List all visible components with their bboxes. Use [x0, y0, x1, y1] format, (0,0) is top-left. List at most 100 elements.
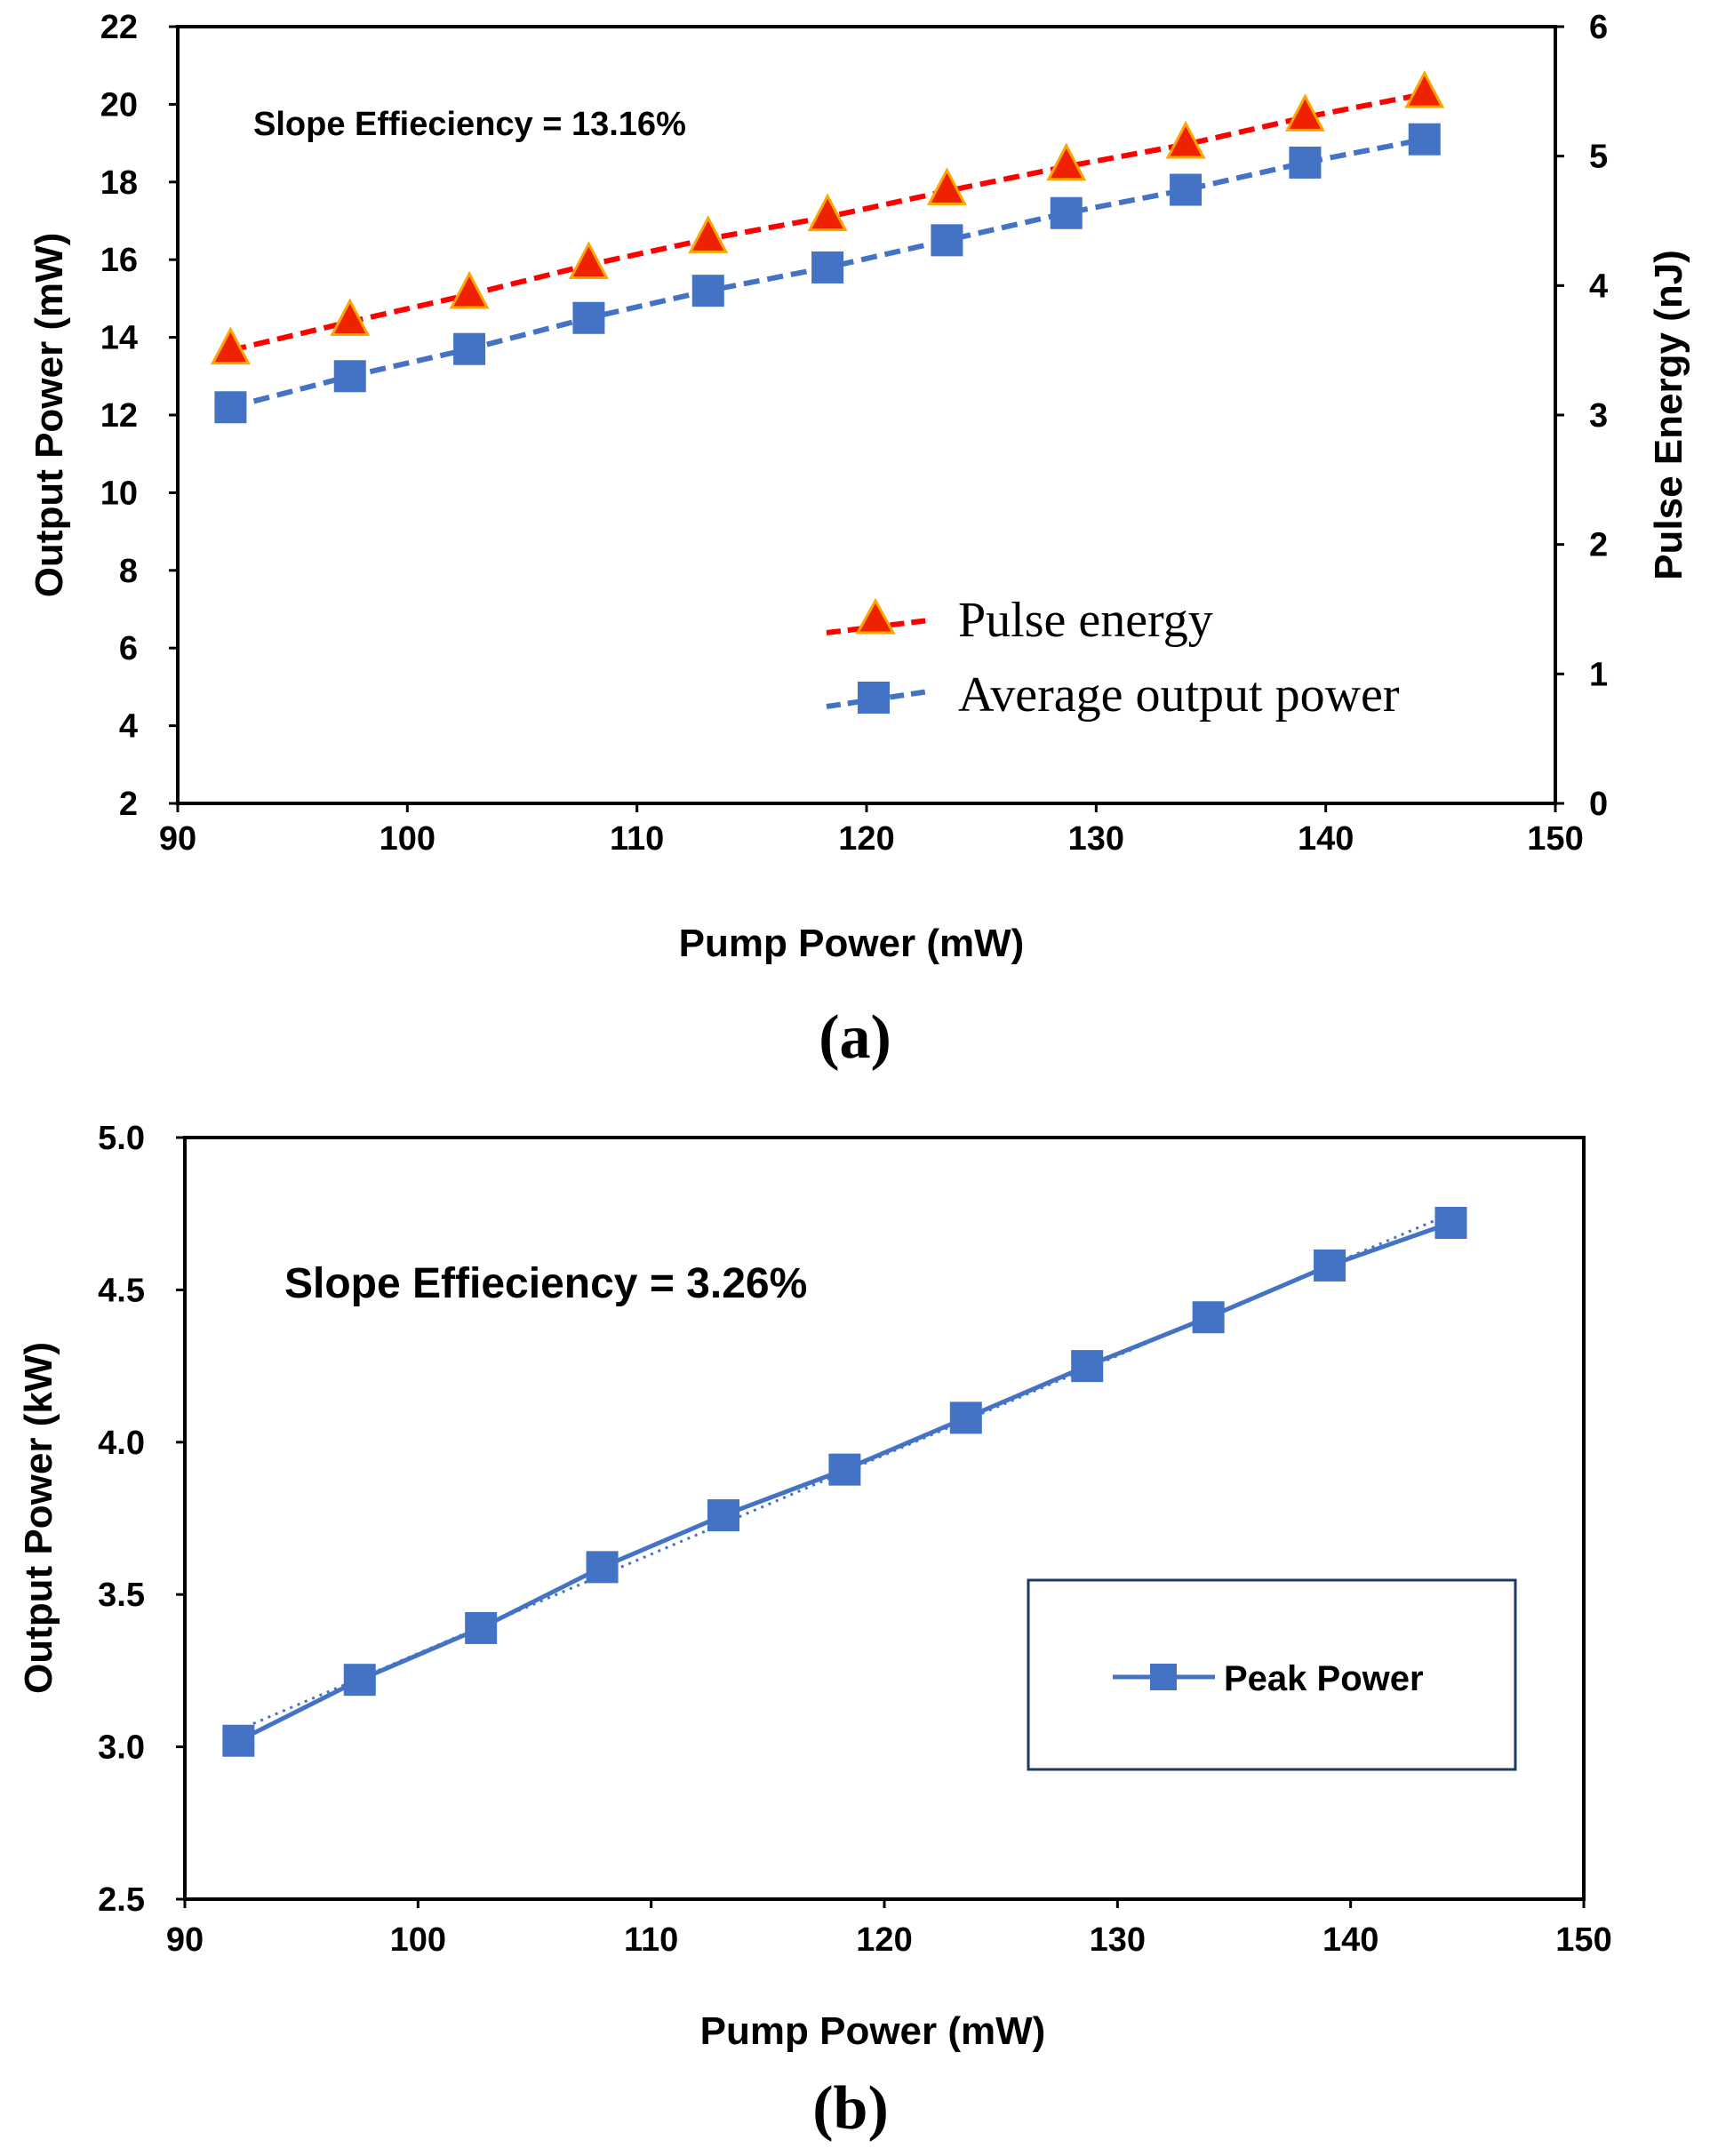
legend-pulse-energy-marker	[855, 597, 896, 635]
series-peak-power-point-9	[1314, 1249, 1346, 1282]
series-pulse-energy-point-1	[330, 298, 371, 337]
y-tick-label: 12	[100, 397, 138, 435]
series-pulse-energy-point-7	[1046, 142, 1087, 181]
x-tick-label: 140	[1298, 820, 1354, 858]
y-tick-label: 22	[100, 9, 138, 46]
series-average-output-power-point-9	[1289, 146, 1322, 179]
legend-peak-power-marker	[1150, 1664, 1177, 1690]
x-tick-label: 110	[624, 1921, 678, 1959]
series-average-output-power-point-5	[811, 251, 844, 283]
x-tick-label: 110	[610, 820, 664, 858]
chart-a-legend: Pulse energy Average output power	[826, 593, 1400, 723]
series-pulse-energy-point-8	[1165, 120, 1206, 159]
x-tick-label: 100	[390, 1921, 446, 1959]
chart-a-y2-ticks: 0 1 2 3 4 5 6	[1555, 9, 1608, 823]
chart-a-x-ticks: 90 100 110 120 130 140 150	[159, 803, 1584, 858]
series-average-output-power-point-10	[1408, 123, 1441, 156]
series-peak-power-point-4	[707, 1499, 739, 1532]
chart-a-y-axis-title: Output Power (mW)	[28, 233, 71, 598]
y-tick-label: 20	[100, 86, 138, 124]
y-tick-label: 3.0	[98, 1729, 145, 1767]
x-tick-label: 120	[856, 1921, 912, 1959]
x-tick-label: 150	[1527, 820, 1583, 858]
series-average-output-power-point-6	[931, 224, 963, 257]
y-tick-label: 4.5	[98, 1272, 145, 1309]
panel-label-a: (a)	[819, 1003, 891, 1072]
chart-b-y-axis-title: Output Power (kW)	[17, 1342, 60, 1694]
series-average-output-power-point-4	[691, 275, 724, 307]
series-pulse-energy-point-3	[568, 241, 609, 279]
x-tick-label: 140	[1322, 1921, 1378, 1959]
chart-b-legend: Peak Power	[1027, 1578, 1517, 1771]
y-tick-label: 5.0	[98, 1120, 145, 1157]
chart-b-x-axis-title: Pump Power (mW)	[700, 2009, 1046, 2053]
y2-tick-label: 6	[1589, 9, 1608, 46]
series-average-output-power-point-2	[453, 332, 486, 365]
x-tick-label: 90	[159, 820, 196, 858]
series-pulse-energy-point-9	[1284, 93, 1325, 132]
x-tick-label: 150	[1555, 1921, 1611, 1959]
series-pulse-energy-point-0	[210, 326, 251, 365]
y-tick-label: 10	[100, 475, 138, 512]
series-peak-power-point-10	[1434, 1206, 1467, 1239]
chart-a-annotation: Slope Effieciency = 13.16%	[253, 106, 686, 143]
chart-b-legend-box	[1027, 1578, 1517, 1771]
y-tick-label: 4	[119, 708, 138, 746]
chart-b: 90 100 110 120 130 140 150 2.53.03.54.04.55.0 …	[17, 1120, 1612, 2053]
chart-b-series	[222, 1206, 1467, 1757]
series-peak-power-point-8	[1192, 1301, 1225, 1334]
y-tick-label: 16	[100, 242, 138, 279]
legend-average-output-power-marker	[858, 682, 890, 714]
chart-a: 90 100 110 120 130 140 150 246810121416182022 …	[28, 9, 1690, 965]
series-peak-power-point-1	[343, 1664, 376, 1697]
y-tick-label: 6	[119, 630, 138, 667]
chart-b-annotation: Slope Effieciency = 3.26%	[284, 1260, 807, 1307]
y2-tick-label: 3	[1589, 397, 1608, 435]
chart-a-x-axis-title: Pump Power (mW)	[679, 922, 1025, 965]
legend-pulse-energy-label: Pulse energy	[958, 593, 1213, 648]
panel-label-b: (b)	[812, 2074, 889, 2143]
series-peak-power-point-7	[1071, 1350, 1104, 1383]
y2-tick-label: 2	[1589, 527, 1608, 564]
legend-peak-power-label: Peak Power	[1224, 1659, 1424, 1698]
x-tick-label: 90	[166, 1921, 204, 1959]
series-pulse-energy-point-2	[449, 270, 490, 309]
series-average-output-power	[214, 123, 1441, 424]
y-tick-label: 2.5	[98, 1881, 145, 1919]
series-pulse-energy-point-5	[807, 193, 848, 232]
series-average-output-power-point-0	[214, 391, 247, 424]
chart-b-y-ticks: 2.5 3.0 3.5 4.0 4.5 5.0	[98, 1120, 185, 1919]
series-average-output-power-point-8	[1170, 173, 1203, 206]
y-tick-label: 14	[100, 320, 138, 357]
y-tick-label: 3.5	[98, 1577, 145, 1614]
series-peak-power-point-0	[222, 1724, 255, 1757]
y-tick-label: 18	[100, 164, 138, 202]
chart-a-y2-axis-title: Pulse Energy (nJ)	[1647, 250, 1690, 580]
y2-tick-label: 5	[1589, 139, 1608, 176]
x-tick-label: 100	[380, 820, 435, 858]
x-tick-label: 120	[838, 820, 894, 858]
x-tick-label: 130	[1090, 1921, 1146, 1959]
chart-a-series	[210, 69, 1445, 424]
series-peak-power-point-2	[465, 1611, 498, 1644]
series-peak-power	[222, 1206, 1467, 1757]
chart-b-x-ticks: 90 100 110 120 130 140 150	[166, 1899, 1612, 1959]
series-pulse-energy-point-4	[688, 215, 729, 253]
y2-tick-label: 0	[1589, 786, 1608, 823]
y2-tick-label: 1	[1589, 656, 1608, 693]
series-pulse-energy	[210, 69, 1445, 365]
series-pulse-energy-point-10	[1404, 69, 1445, 108]
series-average-output-power-point-7	[1050, 196, 1083, 229]
series-average-output-power-point-3	[572, 301, 605, 334]
x-tick-label: 130	[1068, 820, 1124, 858]
series-peak-power-point-3	[586, 1551, 619, 1584]
y-tick-label: 2	[119, 786, 138, 823]
series-peak-power-point-6	[949, 1401, 982, 1434]
y2-tick-label: 4	[1589, 268, 1608, 305]
series-average-output-power-point-1	[333, 360, 366, 393]
y-tick-label: 8	[119, 553, 138, 590]
chart-a-y-ticks: 2 4 6 8 10 12 14 16 18 20 22	[100, 9, 178, 823]
series-pulse-energy-point-6	[926, 167, 967, 205]
y-tick-label: 4.0	[98, 1425, 145, 1462]
series-peak-power-point-5	[828, 1453, 861, 1486]
